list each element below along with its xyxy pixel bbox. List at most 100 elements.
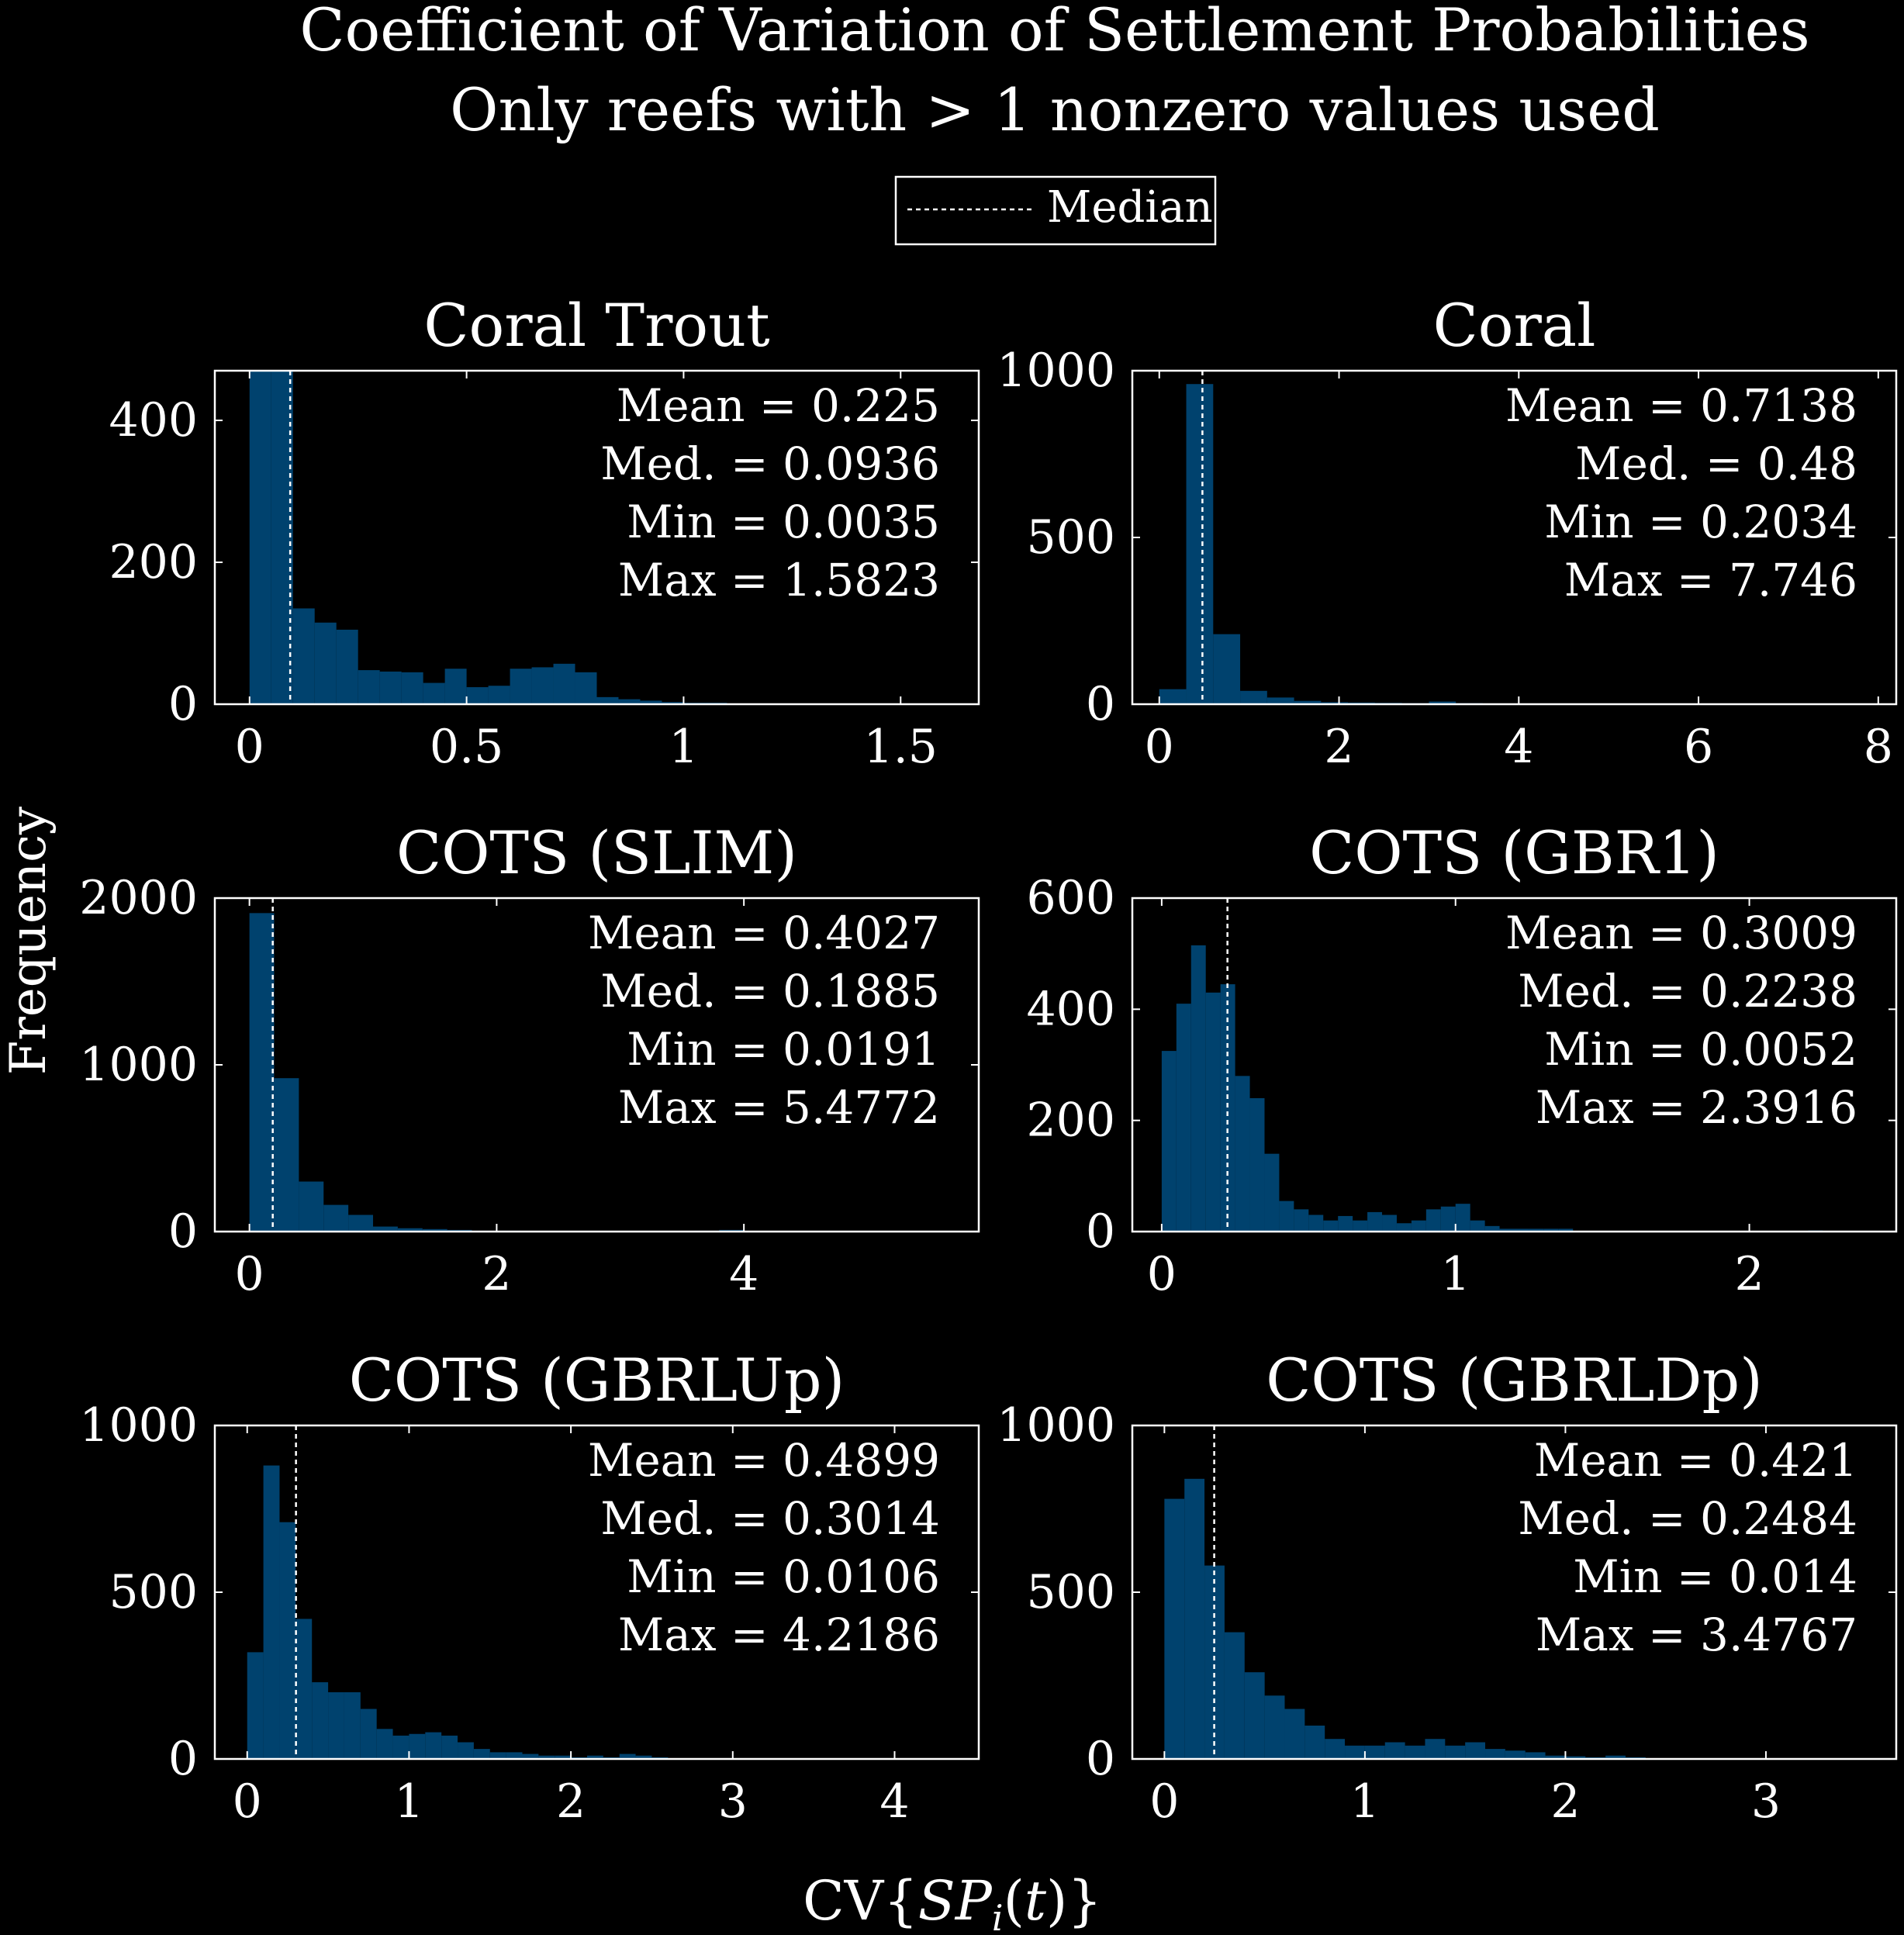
histogram-bar (1505, 1750, 1526, 1759)
stats-annotation: Min = 0.2034 (1544, 496, 1857, 548)
x-tick-label: 3 (1751, 1774, 1781, 1829)
x-tick-label: 2 (556, 1774, 586, 1829)
stats-annotation: Min = 0.014 (1573, 1550, 1857, 1603)
histogram-bar (425, 1732, 442, 1759)
legend-label: Median (1047, 182, 1213, 233)
stats-annotation: Max = 2.3916 (1536, 1081, 1857, 1134)
histogram-bars (249, 913, 745, 1232)
histogram-bar (1425, 1739, 1446, 1759)
stats-annotation: Med. = 0.48 (1575, 437, 1857, 490)
legend: Median (894, 175, 1217, 246)
histogram-bar (323, 1204, 349, 1232)
histogram-bar (1325, 1739, 1346, 1759)
stats-annotation: Min = 0.0052 (1544, 1023, 1857, 1076)
y-tick-label: 200 (109, 535, 198, 589)
histogram-bar (506, 1752, 523, 1759)
histogram-panel-1: Coral Trout 0 0.5 1 1.5 0 200 400 Mean = 0.225Me… (109, 291, 980, 774)
x-tick-label: 2 (1324, 720, 1353, 774)
x-tick-label: 0 (1149, 1774, 1179, 1829)
histogram-bar (358, 670, 380, 704)
histogram-bar (575, 672, 597, 704)
histogram-bar (1396, 1223, 1412, 1232)
histogram-bar (279, 1522, 296, 1759)
x-tick-label: 4 (729, 1247, 758, 1301)
histogram-bar (466, 687, 489, 704)
histogram-bar (423, 682, 445, 704)
panel-title: COTS (GBRLDp) (1266, 1346, 1763, 1415)
histogram-bar (586, 1755, 603, 1759)
stats-annotation: Max = 3.4767 (1536, 1608, 1857, 1661)
stats-annotation: Min = 0.0191 (627, 1023, 940, 1076)
stats-annotation: Max = 5.4772 (618, 1081, 940, 1134)
histogram-bar (401, 672, 423, 704)
histogram-bar (1159, 689, 1187, 704)
histogram-bar (1605, 1755, 1626, 1759)
figure-subtitle: Only reefs with > 1 nonzero values used (450, 75, 1660, 144)
histogram-bar (397, 1228, 423, 1232)
histogram-panel-6: COTS (GBRLDp) 0 1 2 3 0 500 1000 Mean = 0.421Med… (997, 1346, 1898, 1829)
histogram-bar (1294, 1209, 1309, 1232)
x-tick-label: 2 (1734, 1247, 1764, 1301)
x-tick-label: 8 (1864, 720, 1893, 774)
histogram-bar (473, 1749, 490, 1759)
stats-annotation: Med. = 0.2484 (1518, 1492, 1857, 1545)
histogram-bar (1190, 945, 1206, 1232)
histogram-bar (1294, 700, 1322, 704)
x-tick-label: 1.5 (864, 720, 938, 774)
histogram-bar (392, 1735, 409, 1759)
histogram-bar (1264, 1695, 1285, 1759)
histogram-bar (489, 1752, 506, 1759)
stats-annotation: Mean = 0.4899 (588, 1434, 940, 1487)
histogram-bar (1176, 1004, 1191, 1232)
histogram-bar (662, 702, 684, 704)
x-tick-label: 2 (1550, 1774, 1580, 1829)
x-tick-label: 1 (669, 720, 698, 774)
histogram-bar (328, 1692, 344, 1759)
histogram-bar (619, 1754, 636, 1759)
y-tick-label: 0 (168, 1204, 198, 1259)
histogram-bar (422, 1228, 447, 1232)
histogram-bar (314, 622, 337, 704)
x-tick-label: 0.5 (430, 720, 503, 774)
histogram-bar (1484, 1225, 1500, 1232)
stats-annotation: Mean = 0.4027 (588, 907, 940, 959)
histogram-bar (344, 1692, 361, 1759)
histogram-bar (1321, 702, 1349, 704)
histogram-bar (1249, 1098, 1265, 1232)
histogram-bars (1161, 945, 1823, 1232)
histogram-bar (1323, 1220, 1339, 1232)
stats-annotation: Mean = 0.421 (1534, 1434, 1857, 1487)
y-tick-label: 400 (1026, 982, 1115, 1036)
y-tick-label: 0 (168, 1732, 198, 1786)
histogram-bar (1470, 1220, 1485, 1232)
histogram-bar (312, 1682, 329, 1759)
histogram-bar (1244, 1672, 1265, 1759)
histogram-bar (1411, 1220, 1426, 1232)
histogram-bar (441, 1735, 458, 1759)
histogram-bar (510, 669, 532, 704)
y-tick-label: 0 (1086, 1732, 1115, 1786)
y-tick-label: 500 (109, 1565, 198, 1619)
histogram-bar (596, 696, 619, 704)
histogram-bar (1266, 697, 1294, 704)
histogram-bar (618, 699, 641, 704)
histogram-bar (1405, 1745, 1425, 1759)
histogram-bar (1220, 984, 1235, 1232)
panel-title: Coral (1433, 291, 1596, 360)
histogram-bar (1545, 1755, 1566, 1759)
x-tick-label: 6 (1684, 720, 1713, 774)
histogram-bar (458, 1742, 474, 1759)
histogram-bar (299, 1181, 324, 1232)
stats-annotation: Min = 0.0106 (627, 1550, 940, 1603)
x-tick-label: 4 (1504, 720, 1533, 774)
panel-title: COTS (GBR1) (1309, 818, 1719, 887)
histogram-bar (295, 1619, 313, 1759)
x-tick-label: 0 (233, 1774, 262, 1829)
histogram-bar (1353, 1220, 1368, 1232)
y-tick-label: 2000 (79, 871, 198, 925)
stats-annotation: Med. = 0.3014 (600, 1492, 940, 1545)
panel-title: COTS (SLIM) (396, 818, 797, 887)
histogram-bar (1565, 1756, 1586, 1759)
